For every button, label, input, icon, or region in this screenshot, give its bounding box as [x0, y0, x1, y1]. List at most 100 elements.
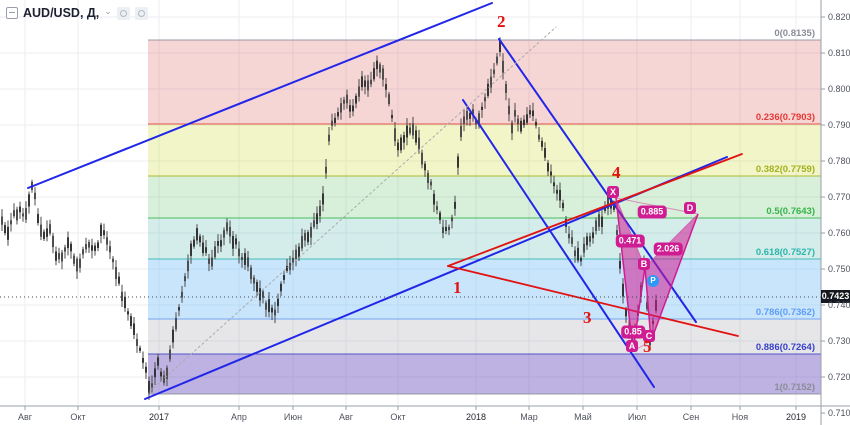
candle [34, 192, 36, 200]
pattern-edge[interactable] [650, 213, 699, 342]
candle [394, 128, 396, 142]
candle [214, 246, 216, 258]
candle [229, 227, 231, 237]
candle [331, 120, 333, 126]
candle [373, 68, 375, 80]
candle [220, 240, 222, 247]
fib-band [148, 319, 821, 354]
candle [613, 205, 615, 210]
candle [166, 367, 168, 379]
candle [85, 244, 87, 250]
candle [364, 80, 366, 87]
candle [49, 224, 51, 234]
candle [7, 226, 9, 240]
blue-channel-upper[interactable] [27, 2, 493, 189]
candle [193, 239, 195, 247]
fib-band [148, 40, 821, 124]
candle [421, 152, 423, 165]
candle [19, 206, 21, 213]
collapse-pane-icon[interactable] [6, 7, 18, 19]
candle [97, 242, 99, 248]
candle [55, 251, 57, 261]
candle [298, 246, 300, 258]
candle [376, 60, 378, 70]
symbol-legend[interactable]: AUD/USD, Д, ⌄ [6, 6, 148, 20]
candle [319, 205, 321, 217]
candle [382, 68, 384, 80]
candle [256, 282, 258, 292]
candle [334, 117, 336, 124]
blue-downtrend-parallel[interactable] [462, 99, 655, 388]
candle [61, 252, 63, 262]
candle [367, 80, 369, 91]
fib-retracement[interactable] [148, 39, 821, 395]
pattern-triangle-bcd[interactable] [645, 214, 698, 341]
indicator-dot-icon-1[interactable] [116, 6, 130, 20]
candle [4, 224, 6, 234]
candle [295, 249, 297, 260]
candle [169, 349, 171, 360]
candle [463, 116, 465, 124]
red-wedge-resistance[interactable] [447, 153, 743, 267]
candle [241, 256, 243, 261]
symbol-title[interactable]: AUD/USD, Д, [23, 6, 100, 20]
candle [172, 329, 174, 343]
candle [604, 206, 606, 211]
candle [481, 106, 483, 111]
candle [283, 275, 285, 280]
candle [583, 243, 585, 253]
candle [460, 126, 462, 138]
candle [505, 83, 507, 93]
candle [187, 260, 189, 272]
candle [223, 230, 225, 238]
candle [502, 60, 504, 73]
candle [514, 110, 516, 117]
candle [160, 371, 162, 377]
candle [586, 236, 588, 246]
candle [301, 236, 303, 249]
candle [562, 202, 564, 209]
candle [379, 64, 381, 73]
candle [13, 210, 15, 217]
candle [304, 232, 306, 241]
candle [592, 232, 594, 239]
candle [328, 134, 330, 142]
candle [259, 288, 261, 301]
candle [496, 56, 498, 64]
candle [490, 76, 492, 88]
candle [436, 206, 438, 210]
grid-lines [0, 0, 821, 406]
candle [400, 137, 402, 151]
candle [184, 276, 186, 282]
candle [385, 84, 387, 90]
candle [616, 230, 618, 235]
candle [217, 240, 219, 246]
candle [25, 208, 27, 220]
candle [124, 296, 126, 309]
red-wedge-support[interactable] [447, 265, 739, 337]
candle [109, 246, 111, 253]
candle [133, 323, 135, 335]
indicator-dot-icon-2[interactable] [134, 6, 148, 20]
chevron-down-icon[interactable]: ⌄ [104, 6, 112, 16]
candle [232, 235, 234, 249]
candle [520, 120, 522, 132]
candle [280, 283, 282, 292]
candle [208, 258, 210, 264]
candle [235, 238, 237, 245]
fib-band [148, 354, 821, 394]
candle [325, 166, 327, 174]
candle [307, 232, 309, 243]
candle [418, 137, 420, 150]
candle [568, 233, 570, 239]
gray-dotted-diagonal[interactable] [149, 26, 557, 392]
candle [190, 243, 192, 256]
candle [478, 113, 480, 126]
candle [346, 94, 348, 104]
candle [178, 307, 180, 311]
pattern-edge[interactable] [644, 266, 652, 342]
candle [52, 235, 54, 248]
candle [106, 237, 108, 245]
